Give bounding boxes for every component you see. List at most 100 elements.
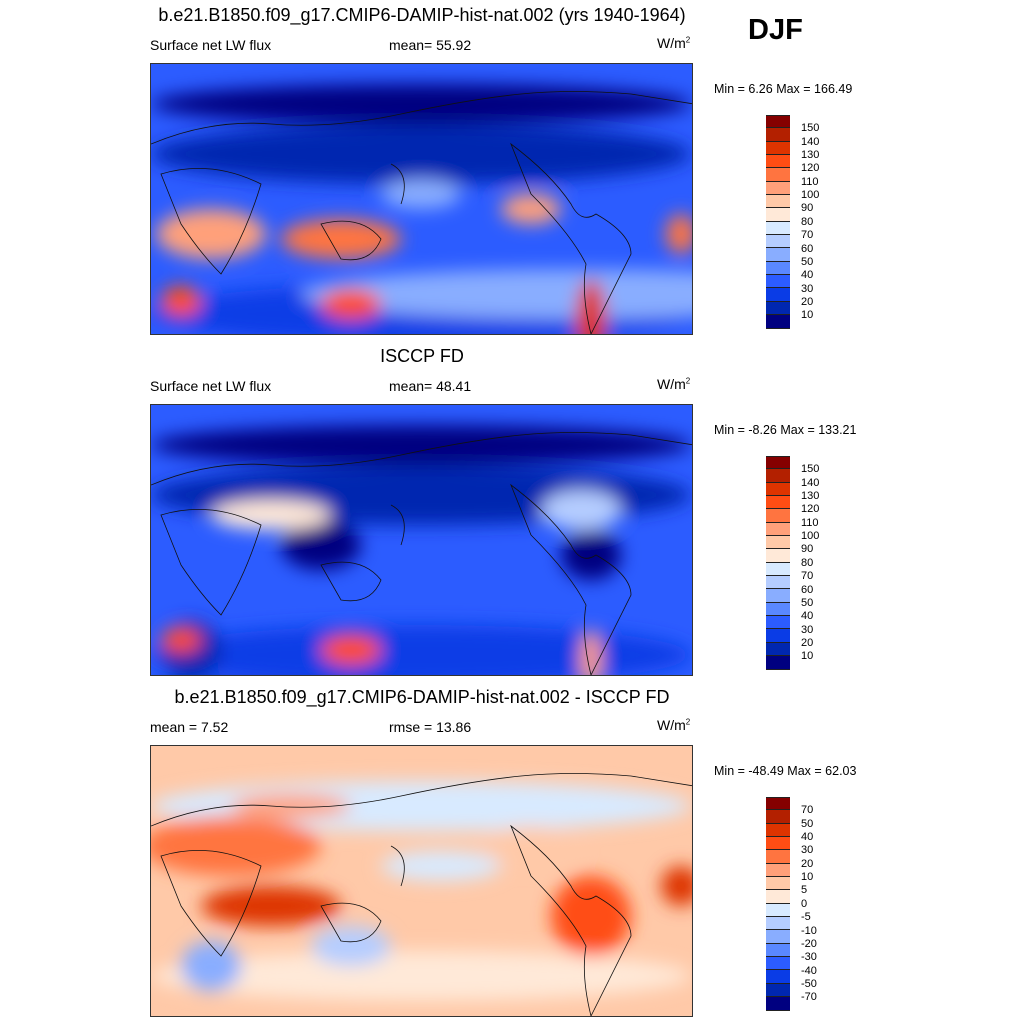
colorbar-tick-label: 20 bbox=[801, 857, 814, 870]
colorbar-box bbox=[766, 128, 790, 142]
colorbar-box bbox=[766, 890, 790, 904]
colorbar-tick-label: 100 bbox=[801, 530, 820, 543]
contour-region bbox=[581, 630, 601, 675]
colorbar-box bbox=[766, 797, 790, 811]
season-label: DJF bbox=[748, 14, 803, 46]
colorbar-tick-label: 150 bbox=[801, 122, 820, 135]
colorbar-tick-label: 50 bbox=[801, 817, 814, 830]
units-base: W/m bbox=[657, 717, 686, 733]
colorbar-box bbox=[766, 301, 790, 316]
colorbar-box bbox=[766, 943, 790, 958]
panel-title: b.e21.B1850.f09_g17.CMIP6-DAMIP-hist-nat… bbox=[174, 687, 670, 707]
units-label: W/m2 bbox=[657, 717, 690, 733]
coastlines bbox=[151, 773, 692, 1016]
contour-region bbox=[481, 826, 581, 866]
colorbar-tick-label: 10 bbox=[801, 871, 814, 884]
colorbar-tick-label: 40 bbox=[801, 831, 814, 844]
colorbar-tick-label: 130 bbox=[801, 149, 820, 162]
contour-region bbox=[151, 625, 691, 675]
units-exponent: 2 bbox=[685, 35, 691, 45]
colorbar bbox=[766, 115, 790, 329]
contour-region bbox=[151, 84, 691, 124]
colorbar-box bbox=[766, 823, 790, 838]
colorbar-tick-label: 50 bbox=[801, 596, 814, 609]
contour-region bbox=[551, 876, 631, 956]
contour-region bbox=[281, 219, 401, 259]
colorbar-box bbox=[766, 576, 790, 590]
panel-title: ISCCP FD bbox=[380, 346, 464, 366]
panel-title: b.e21.B1850.f09_g17.CMIP6-DAMIP-hist-nat… bbox=[158, 5, 686, 25]
colorbar-box bbox=[766, 970, 790, 984]
colorbar-box bbox=[766, 877, 790, 891]
colorbar-tick-label: -30 bbox=[801, 951, 817, 964]
contour-region bbox=[151, 951, 691, 1001]
colorbar-tick-label: 100 bbox=[801, 189, 820, 202]
colorbar-tick-label: 60 bbox=[801, 583, 814, 596]
colorbar-tick-label: 10 bbox=[801, 309, 814, 322]
contour-region bbox=[201, 886, 341, 926]
colorbar-tick-label: -10 bbox=[801, 924, 817, 937]
contour-region bbox=[151, 425, 691, 465]
contour-region bbox=[576, 279, 606, 334]
contour-region bbox=[541, 490, 621, 530]
contour-region bbox=[501, 194, 561, 224]
colorbar-box bbox=[766, 589, 790, 603]
panel-subtitle-left: mean = 7.52 bbox=[150, 719, 229, 735]
colorbar-box bbox=[766, 155, 790, 169]
colorbar-box bbox=[766, 602, 790, 617]
contour-region bbox=[151, 124, 691, 184]
colorbar-box bbox=[766, 141, 790, 156]
colorbar-tick-label: -20 bbox=[801, 937, 817, 950]
contour-region bbox=[161, 286, 201, 316]
map-panel bbox=[150, 404, 693, 676]
contour-map bbox=[151, 405, 692, 675]
colorbar-tick-label: 10 bbox=[801, 650, 814, 663]
min-max-label: Min = 6.26 Max = 166.49 bbox=[714, 82, 853, 96]
colorbar-tick-label: 20 bbox=[801, 295, 814, 308]
contour-region bbox=[381, 179, 461, 209]
colorbar-tick-label: 140 bbox=[801, 476, 820, 489]
colorbar-box bbox=[766, 221, 790, 236]
colorbar-tick-label: -40 bbox=[801, 964, 817, 977]
colorbar-box bbox=[766, 181, 790, 196]
colorbar-tick-label: 60 bbox=[801, 242, 814, 255]
colorbar bbox=[766, 797, 790, 1011]
panel-subtitle-left: Surface net LW flux bbox=[150, 378, 272, 394]
colorbar-box bbox=[766, 837, 790, 851]
colorbar-box bbox=[766, 115, 790, 129]
contour-region bbox=[321, 289, 381, 319]
colorbar-tick-label: -50 bbox=[801, 977, 817, 990]
colorbar-tick-label: 0 bbox=[801, 897, 808, 910]
contour-region bbox=[161, 628, 201, 652]
colorbar-box bbox=[766, 903, 790, 918]
map-panel bbox=[150, 745, 693, 1017]
colorbar-tick-label: 30 bbox=[801, 623, 814, 636]
colorbar-tick-label: -5 bbox=[801, 911, 811, 924]
contour-region bbox=[211, 500, 331, 530]
colorbar-tick-label: 40 bbox=[801, 610, 814, 623]
units-exponent: 2 bbox=[685, 376, 691, 386]
colorbar-box bbox=[766, 522, 790, 537]
colorbar-box bbox=[766, 850, 790, 864]
contour-region bbox=[381, 851, 501, 881]
colorbar-box bbox=[766, 275, 790, 289]
colorbar-box bbox=[766, 208, 790, 222]
contour-region bbox=[231, 794, 351, 818]
colorbar-box bbox=[766, 469, 790, 483]
colorbar-box bbox=[766, 235, 790, 249]
units-base: W/m bbox=[657, 35, 686, 51]
contour-region bbox=[661, 866, 692, 906]
colorbar-box bbox=[766, 496, 790, 510]
colorbar-box bbox=[766, 248, 790, 262]
units-base: W/m bbox=[657, 376, 686, 392]
colorbar-tick-label: 30 bbox=[801, 844, 814, 857]
contour-region bbox=[281, 520, 361, 570]
colorbar-tick-label: -70 bbox=[801, 991, 817, 1004]
contour-region bbox=[321, 635, 381, 665]
colorbar-tick-label: 150 bbox=[801, 463, 820, 476]
colorbar-tick-label: 120 bbox=[801, 162, 820, 175]
colorbar-box bbox=[766, 863, 790, 878]
colorbar-box bbox=[766, 983, 790, 998]
contour-region bbox=[156, 209, 266, 259]
units-exponent: 2 bbox=[685, 717, 691, 727]
